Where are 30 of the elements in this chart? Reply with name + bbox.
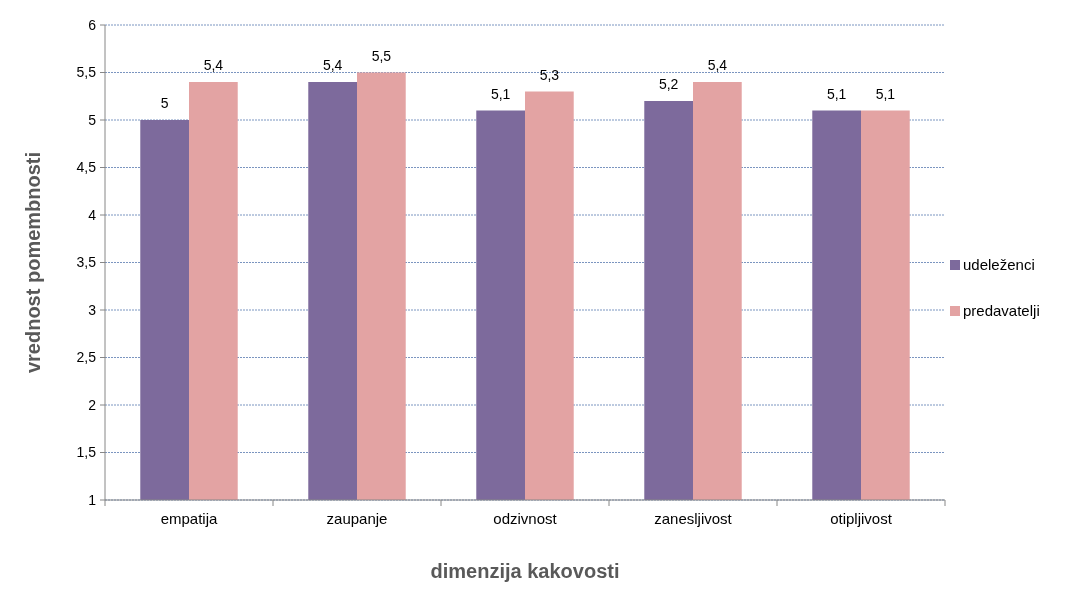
x-tick-label: zaupanje bbox=[326, 510, 388, 527]
y-tick-label: 4,5 bbox=[76, 159, 97, 176]
x-tick-label: zanesljivost bbox=[654, 510, 733, 527]
y-tick-label: 2,5 bbox=[76, 349, 97, 366]
x-tick-label: odzivnost bbox=[493, 510, 558, 527]
x-axis-title: dimenzija kakovosti bbox=[430, 560, 620, 582]
y-tick-label: 1 bbox=[88, 491, 97, 508]
y-tick-label: 5 bbox=[88, 111, 97, 128]
data-label: 5,4 bbox=[203, 57, 224, 73]
y-tick-label: 3 bbox=[88, 301, 97, 318]
y-tick-label: 1,5 bbox=[76, 444, 97, 461]
y-tick-label: 4 bbox=[88, 206, 97, 223]
legend-label: udeleženci bbox=[963, 256, 1035, 274]
x-tick-label: empatija bbox=[160, 510, 218, 527]
legend-label: predavatelji bbox=[963, 302, 1040, 320]
y-tick-label: 2 bbox=[88, 396, 97, 413]
data-label: 5,3 bbox=[539, 66, 560, 83]
data-label: 5,2 bbox=[658, 76, 679, 92]
data-label: 5,1 bbox=[826, 85, 847, 102]
x-tick-label: otipljivost bbox=[830, 510, 893, 527]
data-label: 5,4 bbox=[322, 57, 343, 73]
data-label: 5,5 bbox=[371, 47, 392, 64]
y-tick-label: 5,5 bbox=[76, 64, 97, 81]
data-label: 5,4 bbox=[707, 57, 728, 73]
y-tick-label: 3,5 bbox=[76, 254, 97, 271]
y-tick-label: 6 bbox=[88, 16, 97, 33]
data-label: 5,1 bbox=[490, 85, 511, 102]
data-label: 5 bbox=[160, 95, 169, 111]
y-axis-title: vrednost pomembnosti bbox=[22, 151, 44, 374]
data-label: 5,1 bbox=[875, 85, 896, 102]
